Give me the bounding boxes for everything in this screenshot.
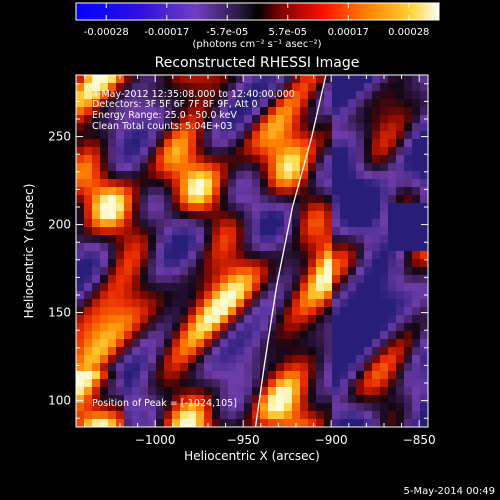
x-tick-label: −1000: [135, 433, 176, 447]
colorbar-tick-label: -0.00017: [144, 27, 189, 38]
y-tick-label: 150: [48, 306, 71, 320]
colorbar-tick-label: -0.00028: [84, 27, 129, 38]
y-tick-label: 200: [48, 218, 71, 232]
colorbar-unit-label: (photons cm⁻² s⁻¹ asec⁻²): [192, 39, 321, 50]
annotation-time-range: 4-May-2012 12:35:08.000 to 12:40:00.000: [92, 89, 295, 100]
colorbar-gradient: [75, 2, 440, 21]
colorbar: -0.00028 -0.00017 -5.7e-05 5.7e-05 0.00017 0.…: [75, 2, 440, 50]
annotation-energy-range: Energy Range: 25.0 - 50.0 keV: [92, 110, 237, 121]
annotation-block: 4-May-2012 12:35:08.000 to 12:40:00.000 …: [92, 89, 295, 409]
y-axis-label: Heliocentric Y (arcsec): [22, 184, 36, 319]
x-axis-label: Heliocentric X (arcsec): [184, 449, 320, 463]
colorbar-tick-label: -5.7e-05: [206, 27, 248, 38]
x-tick-label: −950: [227, 433, 260, 447]
colorbar-tick-label: 0.00028: [388, 27, 429, 38]
colorbar-tick-label: 5.7e-05: [269, 27, 307, 38]
x-tick-label: −850: [403, 433, 436, 447]
plot-frame: [75, 74, 429, 428]
y-tick-label: 250: [48, 130, 71, 144]
solar-limb-line: [254, 75, 327, 427]
footer-timestamp: 5-May-2014 00:49: [403, 486, 495, 497]
y-tick-label: 100: [48, 394, 71, 408]
annotation-detectors: Detectors: 3F 5F 6F 7F 8F 9F, Att 0: [92, 99, 258, 110]
heatmap-image: [76, 75, 428, 427]
plot-area: [76, 75, 428, 427]
chart-title: Reconstructed RHESSI Image: [155, 55, 360, 71]
x-tick-label: −900: [315, 433, 348, 447]
annotation-clean-counts: Clean Total counts: 5.04E+03: [92, 121, 232, 132]
colorbar-ticks: -0.00028 -0.00017 -5.7e-05 5.7e-05 0.00017 0.…: [84, 3, 429, 38]
colorbar-tick-label: 0.00017: [328, 27, 369, 38]
annotation-peak-position: Position of Peak = [-1024,105]: [92, 398, 237, 409]
y-axis: 100 150 200 250: [48, 83, 428, 419]
x-axis: −1000 −950 −900 −850: [84, 75, 436, 447]
